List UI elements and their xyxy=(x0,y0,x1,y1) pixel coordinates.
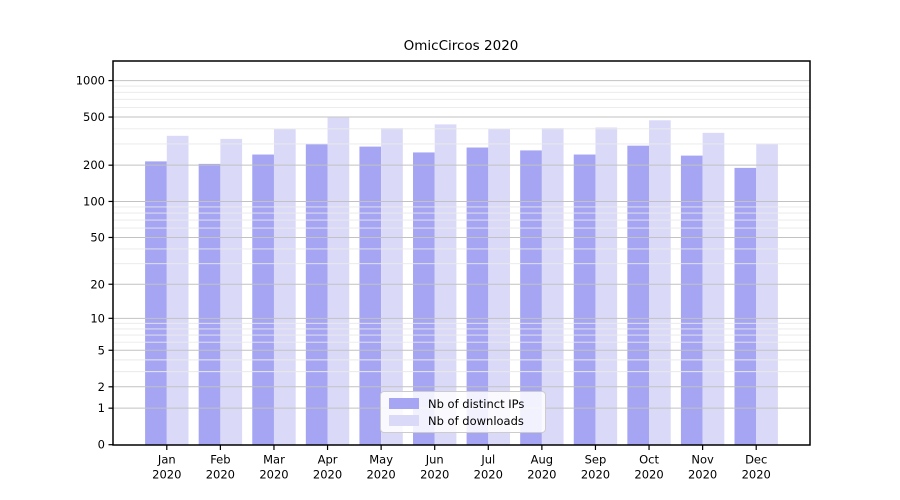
x-tick-label-month: May xyxy=(369,453,393,467)
x-tick-label-year: 2020 xyxy=(527,468,556,482)
chart-title: OmicCircos 2020 xyxy=(404,38,519,54)
x-tick-label-month: Jan xyxy=(157,453,176,467)
y-tick-label: 200 xyxy=(83,158,105,172)
y-tick-label: 1 xyxy=(98,401,105,415)
bar-downloads-sep xyxy=(595,127,618,445)
y-tick-label: 100 xyxy=(83,194,105,208)
legend-label-downloads: Nb of downloads xyxy=(428,413,524,428)
x-tick-label-month: Feb xyxy=(210,453,230,467)
bar-distinct-ips-sep xyxy=(573,154,596,445)
y-tick-label: 500 xyxy=(83,110,105,124)
y-tick-label: 0 xyxy=(98,438,105,452)
bar-distinct-ips-feb xyxy=(198,163,221,445)
y-tick-label: 10 xyxy=(90,311,105,325)
x-tick-label-year: 2020 xyxy=(688,468,717,482)
axes-group: 01251020501002005001000Jan2020Feb2020Mar… xyxy=(76,60,811,482)
bar-downloads-jan xyxy=(166,135,189,445)
legend-swatch-downloads-icon xyxy=(389,415,419,426)
bar-distinct-ips-may xyxy=(359,146,382,445)
legend-swatch-distinct-ips-icon xyxy=(389,398,419,409)
x-tick-label-year: 2020 xyxy=(206,468,235,482)
bars-group xyxy=(145,117,778,445)
bar-distinct-ips-dec xyxy=(734,167,757,445)
x-tick-label-month: Aug xyxy=(531,453,553,467)
x-tick-label-year: 2020 xyxy=(474,468,503,482)
gridlines-group xyxy=(113,80,810,409)
bar-distinct-ips-apr xyxy=(305,143,328,445)
bar-downloads-oct xyxy=(649,120,671,445)
bar-downloads-mar xyxy=(273,128,296,445)
x-tick-label-year: 2020 xyxy=(742,468,771,482)
legend: Nb of distinct IPs Nb of downloads xyxy=(380,391,546,433)
bar-distinct-ips-mar xyxy=(252,154,274,445)
x-tick-label-year: 2020 xyxy=(366,468,395,482)
bar-downloads-jul xyxy=(488,128,510,445)
bar-distinct-ips-nov xyxy=(680,155,703,445)
bar-downloads-apr xyxy=(327,117,350,445)
x-tick-label-month: Dec xyxy=(745,453,767,467)
legend-label-distinct-ips: Nb of distinct IPs xyxy=(428,396,525,411)
bar-downloads-nov xyxy=(702,132,725,445)
x-tick-label-year: 2020 xyxy=(259,468,288,482)
x-tick-label-month: Oct xyxy=(639,453,659,467)
x-tick-label-month: Nov xyxy=(691,453,714,467)
bar-distinct-ips-oct xyxy=(627,145,650,445)
legend-item-downloads: Nb of downloads xyxy=(389,414,537,428)
plot-border xyxy=(112,60,811,446)
bar-downloads-feb xyxy=(220,138,243,445)
y-tick-label: 50 xyxy=(90,230,105,244)
bar-distinct-ips-jan xyxy=(145,161,167,445)
x-tick-label-year: 2020 xyxy=(152,468,181,482)
y-tick-label: 5 xyxy=(98,343,105,357)
bar-downloads-dec xyxy=(756,143,778,445)
x-tick-label-month: Apr xyxy=(318,453,338,467)
y-tick-label: 1000 xyxy=(76,74,105,88)
x-tick-label-year: 2020 xyxy=(634,468,663,482)
x-tick-label-year: 2020 xyxy=(581,468,610,482)
x-tick-label-year: 2020 xyxy=(313,468,342,482)
x-tick-label-month: Jun xyxy=(425,453,444,467)
bar-distinct-ips-aug xyxy=(520,150,542,445)
y-tick-label: 20 xyxy=(90,277,105,291)
legend-item-distinct-ips: Nb of distinct IPs xyxy=(389,397,537,411)
y-tick-label: 2 xyxy=(98,380,105,394)
x-tick-label-month: Sep xyxy=(585,453,607,467)
x-tick-label-month: Jul xyxy=(480,453,495,467)
x-tick-label-month: Mar xyxy=(263,453,285,467)
x-tick-label-year: 2020 xyxy=(420,468,449,482)
bar-distinct-ips-jul xyxy=(466,147,489,445)
